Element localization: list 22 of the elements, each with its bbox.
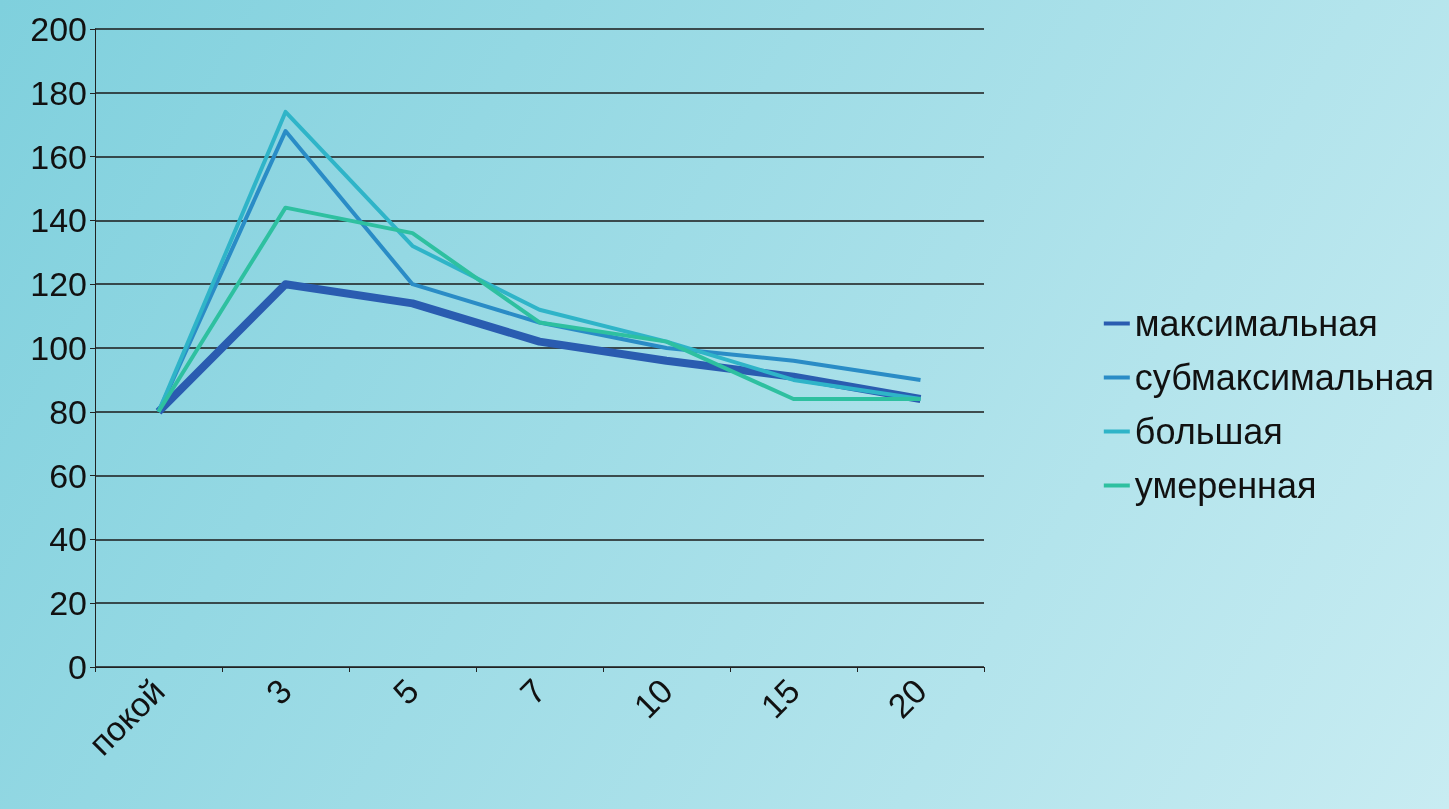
legend-label: максимальная xyxy=(1134,303,1378,344)
y-tick-label: 160 xyxy=(30,137,87,176)
x-tick-label: 7 xyxy=(512,671,553,712)
y-tick-label: 120 xyxy=(30,265,87,304)
x-tick-label: 3 xyxy=(258,671,299,712)
line-series xyxy=(156,205,923,414)
y-tick-label: 100 xyxy=(30,329,87,367)
x-tick-label: 5 xyxy=(385,671,426,712)
y-tick-label: 0 xyxy=(68,648,87,686)
x-tick-label: 20 xyxy=(880,671,934,726)
legend-label: большая xyxy=(1134,411,1283,452)
x-tick-label: 15 xyxy=(753,671,807,726)
y-tick-label: 140 xyxy=(30,201,87,240)
legend-label: субмаксимальная xyxy=(1134,357,1435,398)
y-tick-label: 60 xyxy=(49,456,87,495)
y-tick-label: 20 xyxy=(49,584,87,623)
y-tick-label: 180 xyxy=(30,73,87,112)
legend-label: умеренная xyxy=(1134,465,1317,506)
y-tick-label: 40 xyxy=(49,520,87,559)
x-tick-label: 10 xyxy=(626,671,680,726)
y-tick-label: 80 xyxy=(49,392,87,431)
y-tick-label: 200 xyxy=(30,10,87,48)
